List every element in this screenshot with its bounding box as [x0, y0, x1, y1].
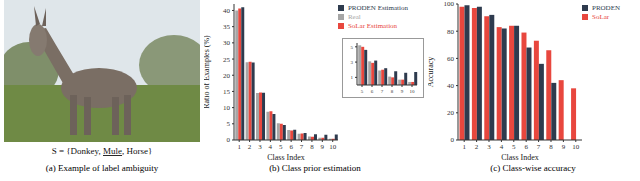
svg-text:40: 40	[223, 7, 231, 15]
svg-text:10: 10	[572, 143, 580, 151]
svg-text:5: 5	[512, 143, 516, 151]
svg-text:4: 4	[500, 143, 504, 151]
html-text:(a) Example of label ambiguity: (a) Example of label ambiguity	[45, 163, 159, 173]
svg-text:4: 4	[269, 143, 273, 151]
svg-text:9: 9	[321, 143, 325, 151]
svg-text:9: 9	[562, 143, 566, 151]
html-text:(b) Class prior estimation: (b) Class prior estimation	[269, 163, 361, 173]
svg-text:10: 10	[410, 89, 416, 94]
svg-text:7: 7	[537, 143, 541, 151]
svg-text:7: 7	[300, 143, 304, 151]
svg-text:2: 2	[475, 143, 479, 151]
html-text:PRODEN Estimation: PRODEN Estimation	[347, 4, 408, 12]
svg-text:Class Index: Class Index	[501, 153, 539, 160]
svg-text:5: 5	[351, 45, 354, 50]
svg-text:40: 40	[447, 82, 455, 90]
svg-text:1: 1	[237, 143, 241, 151]
svg-text:Accuracy: Accuracy	[428, 57, 435, 88]
svg-text:1: 1	[462, 143, 466, 151]
svg-text:30: 30	[223, 39, 231, 47]
svg-text:80: 80	[447, 28, 455, 36]
svg-text:60: 60	[447, 55, 455, 63]
html-text:SoLar: SoLar	[592, 13, 610, 21]
svg-text:10: 10	[223, 104, 231, 112]
svg-text:2: 2	[248, 143, 252, 151]
html-text:(c) Class-wise accuracy: (c) Class-wise accuracy	[490, 163, 576, 173]
svg-text:7: 7	[381, 89, 384, 94]
svg-text:5: 5	[279, 143, 283, 151]
svg-text:S = {Donkey, Mule, Horse}: S = {Donkey, Mule, Horse}	[52, 146, 153, 156]
svg-text:25: 25	[223, 56, 231, 64]
svg-text:10: 10	[329, 143, 337, 151]
svg-text:0: 0	[451, 136, 455, 144]
svg-text:15: 15	[223, 88, 231, 96]
svg-text:6: 6	[289, 143, 293, 151]
svg-text:100: 100	[444, 0, 455, 8]
svg-text:5: 5	[227, 120, 231, 128]
svg-text:6: 6	[371, 89, 374, 94]
svg-text:8: 8	[391, 89, 394, 94]
svg-text:3: 3	[351, 60, 354, 65]
svg-text:3: 3	[487, 143, 491, 151]
svg-text:Ratio of Examples (%): Ratio of Examples (%)	[204, 35, 211, 109]
svg-text:9: 9	[401, 89, 404, 94]
html-text:Real: Real	[347, 13, 361, 21]
svg-text:8: 8	[310, 143, 314, 151]
svg-text:Class Index: Class Index	[267, 153, 305, 160]
svg-text:5: 5	[361, 89, 364, 94]
svg-text:1: 1	[351, 75, 354, 80]
svg-text:0: 0	[227, 136, 231, 144]
svg-text:3: 3	[258, 143, 262, 151]
svg-text:20: 20	[447, 109, 455, 117]
html-text:PRODEN: PRODEN	[592, 4, 620, 12]
svg-text:6: 6	[524, 143, 528, 151]
svg-text:8: 8	[549, 143, 553, 151]
html-text:SoLar Estimation: SoLar Estimation	[347, 22, 398, 30]
svg-text:20: 20	[223, 72, 231, 80]
svg-text:35: 35	[223, 23, 231, 31]
